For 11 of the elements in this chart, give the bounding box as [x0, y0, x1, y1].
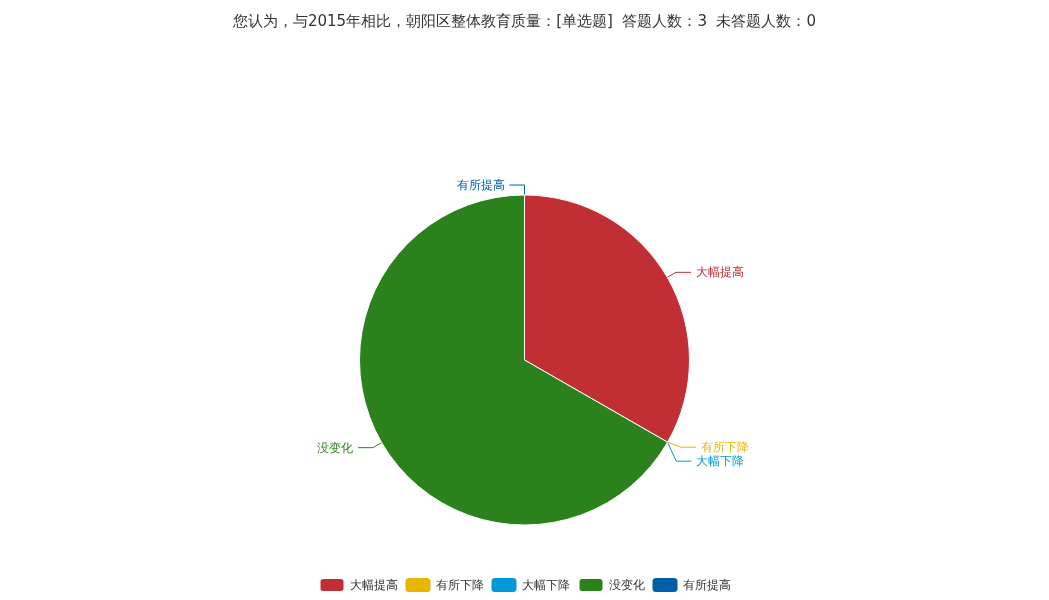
category-label: 有所提高 [456, 178, 505, 192]
legend-label: 有所下降 [435, 578, 484, 592]
legend-label: 大幅提高 [349, 578, 398, 592]
slice-label: 没变化 [317, 440, 354, 455]
legend-label: 有所提高 [682, 578, 731, 592]
legend-label: 没变化 [608, 578, 645, 592]
slice-label: 大幅提高 [695, 265, 744, 280]
legend-label: 大幅下降 [521, 578, 570, 592]
category-label: 大幅下降 [696, 454, 745, 469]
category-label: 有所下降 [701, 440, 750, 455]
chart-title: 您认为，与2015年相比，朝阳区整体教育质量：[单选题] 答题人数：3 未答题人数：0 [231, 11, 817, 30]
